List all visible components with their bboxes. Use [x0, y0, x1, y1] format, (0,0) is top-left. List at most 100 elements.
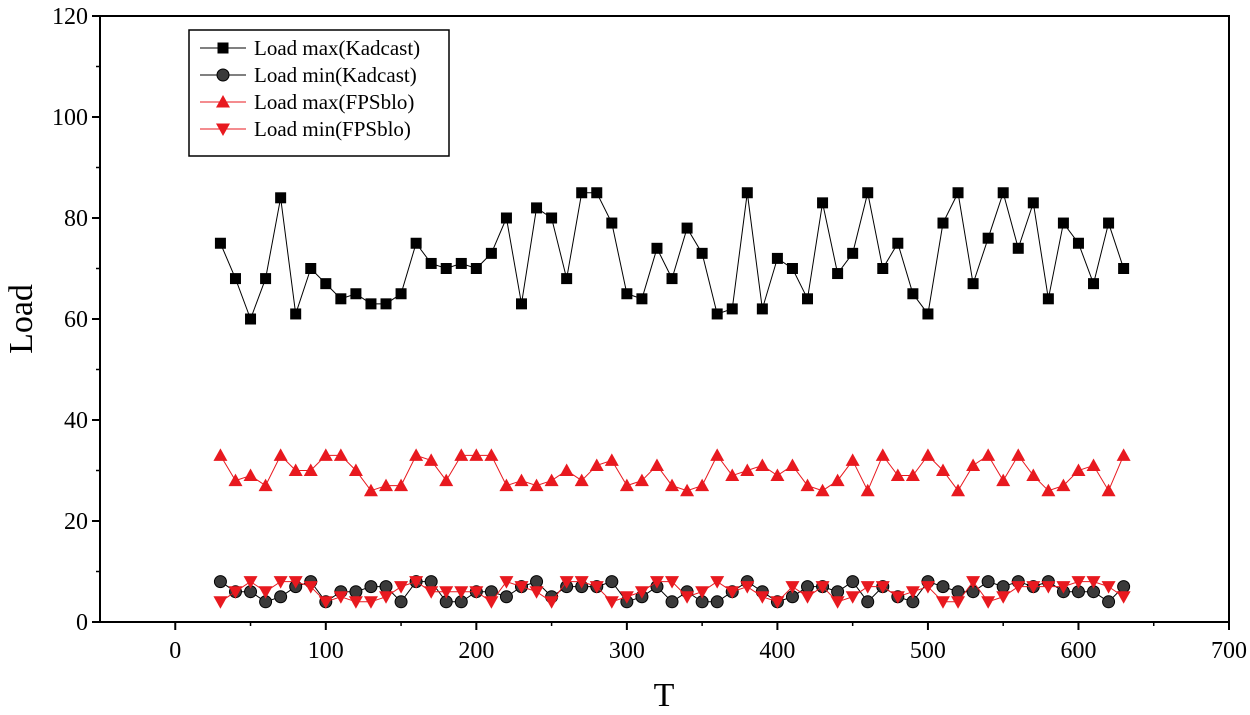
data-point-load-max-kadcast: [365, 298, 377, 310]
series-layer: [213, 187, 1131, 609]
data-point-load-min-fpsblo: [574, 576, 589, 589]
data-point-load-max-fpsblo: [303, 463, 318, 476]
data-point-load-max-fpsblo: [273, 448, 288, 461]
data-point-load-min-fpsblo: [785, 581, 800, 594]
data-point-load-max-kadcast: [320, 278, 332, 290]
data-point-load-max-fpsblo: [1026, 468, 1041, 482]
data-point-load-min-fpsblo: [424, 586, 439, 599]
data-point-load-min-fpsblo: [619, 591, 634, 604]
y-tick-label: 120: [52, 4, 88, 30]
data-point-load-max-fpsblo: [1011, 448, 1026, 461]
data-point-load-min-kadcast: [981, 575, 995, 589]
data-point-load-max-kadcast: [726, 303, 738, 315]
data-point-load-min-fpsblo: [740, 581, 755, 594]
data-point-load-max-kadcast: [229, 273, 241, 285]
x-tick-label: 400: [759, 638, 795, 664]
data-point-load-min-fpsblo: [634, 586, 649, 599]
data-point-load-min-fpsblo: [409, 576, 424, 589]
data-point-load-max-fpsblo: [695, 478, 710, 492]
data-point-load-max-kadcast: [771, 252, 783, 264]
data-point-load-min-kadcast: [861, 595, 875, 609]
data-point-load-min-fpsblo: [1101, 581, 1116, 594]
data-point-load-max-kadcast: [531, 202, 543, 214]
data-point-load-max-fpsblo: [424, 453, 439, 466]
data-point-load-max-kadcast: [892, 237, 904, 249]
data-point-load-max-kadcast: [1072, 237, 1084, 249]
data-point-load-max-fpsblo: [1041, 483, 1056, 497]
data-point-load-max-fpsblo: [905, 468, 920, 482]
data-point-load-max-fpsblo: [951, 483, 966, 497]
data-point-load-max-kadcast: [1042, 293, 1054, 305]
data-point-load-min-fpsblo: [725, 586, 740, 599]
data-point-load-min-fpsblo: [589, 581, 604, 594]
data-point-load-min-fpsblo: [996, 591, 1011, 604]
data-point-load-max-fpsblo: [996, 473, 1011, 487]
data-point-load-min-kadcast: [665, 595, 679, 609]
data-point-load-min-kadcast: [996, 580, 1010, 594]
data-point-load-max-kadcast: [1103, 217, 1115, 229]
data-point-load-max-kadcast: [666, 273, 678, 285]
data-point-load-max-fpsblo: [589, 458, 604, 471]
data-point-load-min-kadcast: [499, 590, 513, 604]
data-point-load-min-fpsblo: [845, 591, 860, 604]
data-point-load-max-fpsblo: [890, 468, 905, 482]
data-point-load-min-fpsblo: [981, 596, 996, 609]
legend-marker-load-max-kadcast: [217, 42, 229, 54]
data-point-load-max-kadcast: [1118, 263, 1130, 274]
data-point-load-min-fpsblo: [860, 581, 875, 594]
data-point-load-max-kadcast: [380, 298, 392, 310]
data-point-load-max-fpsblo: [710, 448, 725, 461]
data-point-load-max-kadcast: [832, 268, 844, 280]
data-point-load-min-kadcast: [213, 575, 227, 589]
data-point-load-max-fpsblo: [454, 448, 469, 461]
data-point-load-min-fpsblo: [529, 586, 544, 599]
data-point-load-max-fpsblo: [725, 468, 740, 482]
data-point-load-max-fpsblo: [559, 463, 574, 476]
y-axis-title: Load: [3, 284, 40, 354]
data-point-load-min-fpsblo: [890, 591, 905, 604]
data-point-load-min-kadcast: [846, 575, 860, 589]
data-point-load-min-fpsblo: [213, 596, 228, 609]
data-point-load-max-kadcast: [922, 308, 934, 320]
data-point-load-min-fpsblo: [514, 581, 529, 594]
data-point-load-max-kadcast: [214, 237, 226, 249]
data-point-load-min-fpsblo: [544, 596, 559, 609]
data-point-load-max-kadcast: [696, 247, 708, 259]
data-point-load-min-kadcast: [1102, 595, 1116, 609]
legend-label-load-min-kadcast: Load min(Kadcast): [254, 63, 417, 87]
data-point-load-min-fpsblo: [273, 576, 288, 589]
data-point-load-max-fpsblo: [1056, 478, 1071, 492]
data-point-load-max-kadcast: [877, 263, 889, 274]
data-point-load-max-fpsblo: [649, 458, 664, 471]
data-point-load-max-fpsblo: [529, 478, 544, 492]
data-point-load-min-fpsblo: [303, 581, 318, 594]
data-point-load-min-fpsblo: [394, 581, 409, 594]
data-point-load-min-kadcast: [605, 575, 619, 589]
data-point-load-max-kadcast: [741, 187, 753, 199]
data-point-load-max-fpsblo: [243, 468, 258, 482]
data-point-load-max-fpsblo: [815, 483, 830, 497]
data-point-load-max-kadcast: [847, 247, 859, 259]
data-point-load-max-kadcast: [515, 298, 527, 310]
data-point-load-max-fpsblo: [439, 473, 454, 487]
data-point-load-max-kadcast: [711, 308, 723, 320]
data-point-load-max-kadcast: [260, 273, 272, 285]
data-point-load-max-fpsblo: [1086, 458, 1101, 471]
data-point-load-min-kadcast: [349, 585, 363, 599]
data-point-load-min-kadcast: [831, 585, 845, 599]
data-point-load-min-fpsblo: [258, 586, 273, 599]
data-point-load-max-fpsblo: [288, 463, 303, 476]
data-point-load-min-fpsblo: [1041, 581, 1056, 594]
x-axis-title: T: [654, 677, 675, 714]
y-tick-label: 60: [64, 307, 88, 333]
series-load-max-fpsblo: [213, 448, 1131, 497]
data-point-load-min-kadcast: [394, 595, 408, 609]
data-point-load-max-fpsblo: [1071, 463, 1086, 476]
data-point-load-max-kadcast: [636, 293, 648, 305]
y-tick-label: 100: [52, 105, 88, 131]
data-point-load-max-kadcast: [1057, 217, 1069, 229]
data-point-load-min-fpsblo: [665, 576, 680, 589]
data-point-load-max-kadcast: [500, 212, 512, 224]
data-point-load-max-fpsblo: [258, 478, 273, 492]
data-point-load-min-fpsblo: [920, 581, 935, 594]
